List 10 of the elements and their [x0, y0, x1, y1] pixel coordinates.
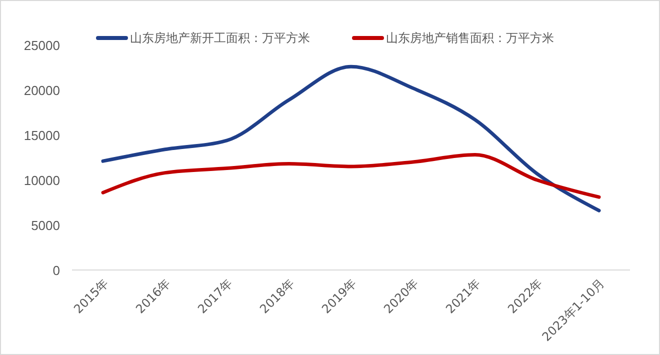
- y-tick-label: 0: [52, 263, 60, 278]
- y-tick-label: 10000: [24, 173, 60, 188]
- line-series: [101, 64, 601, 212]
- y-tick-label: 25000: [24, 38, 60, 53]
- line-series: [101, 153, 601, 199]
- legend-label: 山东房地产销售面积：万平方米: [386, 31, 554, 45]
- y-tick-label: 20000: [24, 83, 60, 98]
- legend-label: 山东房地产新开工面积：万平方米: [130, 31, 310, 45]
- y-tick-label: 5000: [31, 218, 60, 233]
- y-tick-label: 15000: [24, 128, 60, 143]
